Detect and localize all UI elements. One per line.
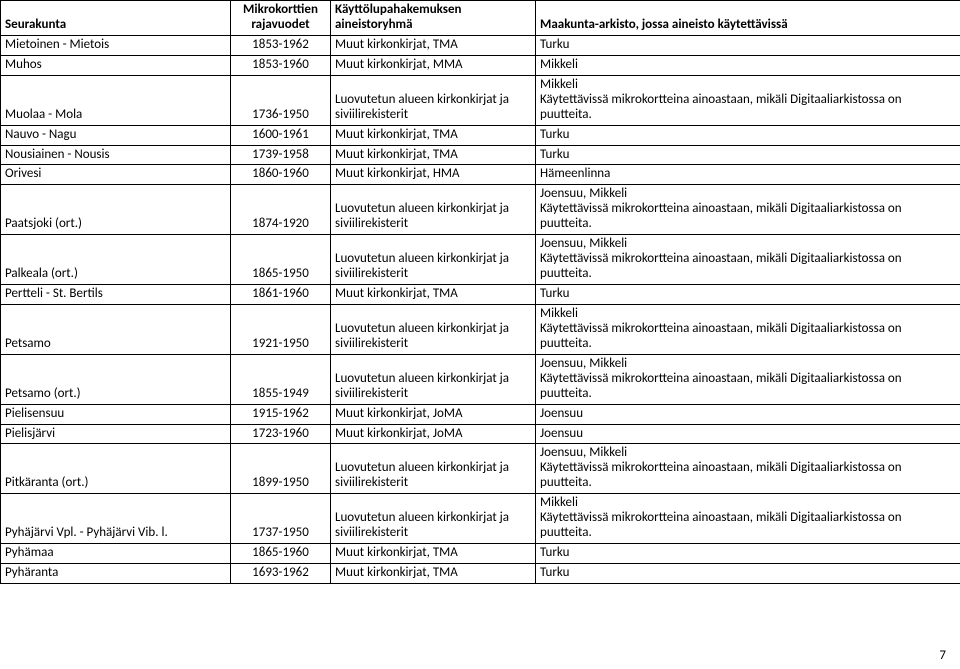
table-cell: 1723-1960: [231, 424, 331, 444]
table-row: Pyhäranta1693-1962Muut kirkonkirjat, TMA…: [1, 564, 960, 584]
table-cell: Palkeala (ort.): [1, 235, 231, 285]
table-cell: Muut kirkonkirjat, TMA: [331, 125, 536, 145]
table-row: Paatsjoki (ort.)1874-1920Luovutetun alue…: [1, 185, 960, 235]
table-cell: Joensuu: [536, 404, 960, 424]
table-cell: Muut kirkonkirjat, MMA: [331, 55, 536, 75]
table-cell: Luovutetun alueen kirkonkirjat ja siviil…: [331, 185, 536, 235]
table-row: Mietoinen - Mietois1853-1962Muut kirkonk…: [1, 35, 960, 55]
table-cell: MikkeliKäytettävissä mikrokortteina aino…: [536, 304, 960, 354]
table-cell: MikkeliKäytettävissä mikrokortteina aino…: [536, 75, 960, 125]
table-cell: 1899-1950: [231, 444, 331, 494]
table-cell: 1600-1961: [231, 125, 331, 145]
table-cell: Luovutetun alueen kirkonkirjat ja siviil…: [331, 75, 536, 125]
table-cell: Muut kirkonkirjat, TMA: [331, 544, 536, 564]
data-table: Seurakunta Mikrokorttien rajavuodet Käyt…: [0, 0, 960, 584]
table-cell: Turku: [536, 125, 960, 145]
table-cell: 1853-1960: [231, 55, 331, 75]
table-cell: Petsamo: [1, 304, 231, 354]
table-cell: Luovutetun alueen kirkonkirjat ja siviil…: [331, 354, 536, 404]
table-cell: Pyhäjärvi Vpl. - Pyhäjärvi Vib. l.: [1, 494, 231, 544]
table-cell: Turku: [536, 564, 960, 584]
table-cell: Joensuu, MikkeliKäytettävissä mikrokortt…: [536, 185, 960, 235]
table-cell: Muut kirkonkirjat, TMA: [331, 35, 536, 55]
table-cell: MikkeliKäytettävissä mikrokortteina aino…: [536, 494, 960, 544]
table-cell: Muut kirkonkirjat, JoMA: [331, 404, 536, 424]
table-cell: Pielisensuu: [1, 404, 231, 424]
table-row: Petsamo (ort.)1855-1949Luovutetun alueen…: [1, 354, 960, 404]
table-cell: 1853-1962: [231, 35, 331, 55]
table-cell: Pyhämaa: [1, 544, 231, 564]
table-cell: 1874-1920: [231, 185, 331, 235]
table-cell: Muut kirkonkirjat, TMA: [331, 564, 536, 584]
table-cell: Turku: [536, 35, 960, 55]
table-cell: Mikkeli: [536, 55, 960, 75]
page-number: 7: [939, 648, 946, 663]
table-cell: Paatsjoki (ort.): [1, 185, 231, 235]
col-rajavuodet: Mikrokorttien rajavuodet: [231, 1, 331, 36]
table-row: Orivesi1860-1960Muut kirkonkirjat, HMAHä…: [1, 165, 960, 185]
table-cell: Hämeenlinna: [536, 165, 960, 185]
table-cell: 1739-1958: [231, 145, 331, 165]
table-cell: Luovutetun alueen kirkonkirjat ja siviil…: [331, 304, 536, 354]
table-row: Nauvo - Nagu1600-1961Muut kirkonkirjat, …: [1, 125, 960, 145]
table-cell: Turku: [536, 285, 960, 305]
table-row: Palkeala (ort.)1865-1950Luovutetun aluee…: [1, 235, 960, 285]
table-cell: Muut kirkonkirjat, TMA: [331, 145, 536, 165]
table-cell: Joensuu, MikkeliKäytettävissä mikrokortt…: [536, 444, 960, 494]
table-cell: Turku: [536, 544, 960, 564]
col-arkisto: Maakunta-arkisto, jossa aineisto käytett…: [536, 1, 960, 36]
table-row: Muolaa - Mola1736-1950Luovutetun alueen …: [1, 75, 960, 125]
table-row: Nousiainen - Nousis1739-1958Muut kirkonk…: [1, 145, 960, 165]
table-cell: Mietoinen - Mietois: [1, 35, 231, 55]
table-cell: Muhos: [1, 55, 231, 75]
table-cell: 1693-1962: [231, 564, 331, 584]
table-row: Pielisensuu1915-1962Muut kirkonkirjat, J…: [1, 404, 960, 424]
table-cell: Nousiainen - Nousis: [1, 145, 231, 165]
table-cell: Joensuu, MikkeliKäytettävissä mikrokortt…: [536, 354, 960, 404]
col-aineistoryhma: Käyttölupahakemuksen aineistoryhmä: [331, 1, 536, 36]
table-cell: Joensuu: [536, 424, 960, 444]
table-cell: Muut kirkonkirjat, HMA: [331, 165, 536, 185]
table-cell: Pitkäranta (ort.): [1, 444, 231, 494]
table-cell: Petsamo (ort.): [1, 354, 231, 404]
table-row: Pitkäranta (ort.)1899-1950Luovutetun alu…: [1, 444, 960, 494]
table-cell: Muolaa - Mola: [1, 75, 231, 125]
table-cell: 1865-1960: [231, 544, 331, 564]
table-row: Pyhäjärvi Vpl. - Pyhäjärvi Vib. l.1737-1…: [1, 494, 960, 544]
table-cell: Orivesi: [1, 165, 231, 185]
table-cell: 1736-1950: [231, 75, 331, 125]
table-cell: 1860-1960: [231, 165, 331, 185]
col-seurakunta: Seurakunta: [1, 1, 231, 36]
table-cell: Pielisjärvi: [1, 424, 231, 444]
table-cell: Muut kirkonkirjat, JoMA: [331, 424, 536, 444]
table-cell: Nauvo - Nagu: [1, 125, 231, 145]
table-header: Seurakunta Mikrokorttien rajavuodet Käyt…: [1, 1, 960, 36]
table-cell: 1855-1949: [231, 354, 331, 404]
table-row: Pielisjärvi1723-1960Muut kirkonkirjat, J…: [1, 424, 960, 444]
table-row: Pertteli - St. Bertils1861-1960Muut kirk…: [1, 285, 960, 305]
table-cell: Joensuu, MikkeliKäytettävissä mikrokortt…: [536, 235, 960, 285]
table-row: Muhos1853-1960Muut kirkonkirjat, MMAMikk…: [1, 55, 960, 75]
table-row: Petsamo1921-1950Luovutetun alueen kirkon…: [1, 304, 960, 354]
table-cell: 1921-1950: [231, 304, 331, 354]
table-body: Mietoinen - Mietois1853-1962Muut kirkonk…: [1, 35, 960, 583]
table-cell: 1915-1962: [231, 404, 331, 424]
table-cell: Muut kirkonkirjat, TMA: [331, 285, 536, 305]
table-cell: Pertteli - St. Bertils: [1, 285, 231, 305]
table-cell: 1737-1950: [231, 494, 331, 544]
table-cell: Luovutetun alueen kirkonkirjat ja siviil…: [331, 494, 536, 544]
table-cell: Luovutetun alueen kirkonkirjat ja siviil…: [331, 235, 536, 285]
table-cell: Pyhäranta: [1, 564, 231, 584]
header-row: Seurakunta Mikrokorttien rajavuodet Käyt…: [1, 1, 960, 36]
table-row: Pyhämaa1865-1960Muut kirkonkirjat, TMATu…: [1, 544, 960, 564]
table-cell: Luovutetun alueen kirkonkirjat ja siviil…: [331, 444, 536, 494]
table-cell: 1861-1960: [231, 285, 331, 305]
table-cell: 1865-1950: [231, 235, 331, 285]
table-cell: Turku: [536, 145, 960, 165]
